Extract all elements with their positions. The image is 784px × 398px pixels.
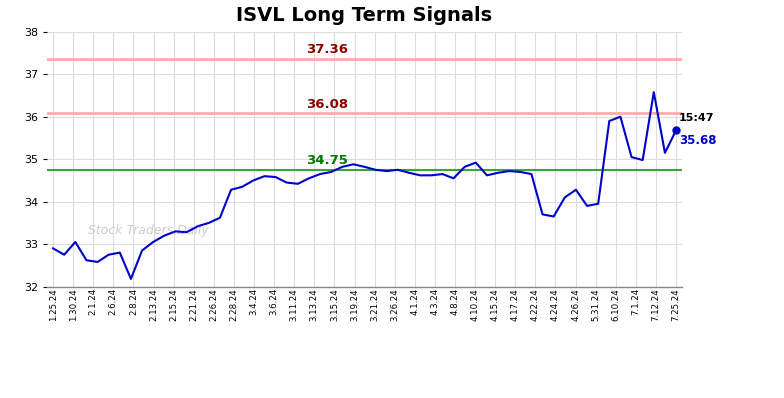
Text: 37.36: 37.36 [307, 43, 348, 57]
Text: 36.08: 36.08 [306, 98, 348, 111]
Text: 34.75: 34.75 [307, 154, 348, 167]
Text: 35.68: 35.68 [679, 134, 717, 147]
Title: ISVL Long Term Signals: ISVL Long Term Signals [237, 6, 492, 25]
Text: Stock Traders Daily: Stock Traders Daily [89, 224, 209, 237]
Text: 15:47: 15:47 [679, 113, 714, 123]
